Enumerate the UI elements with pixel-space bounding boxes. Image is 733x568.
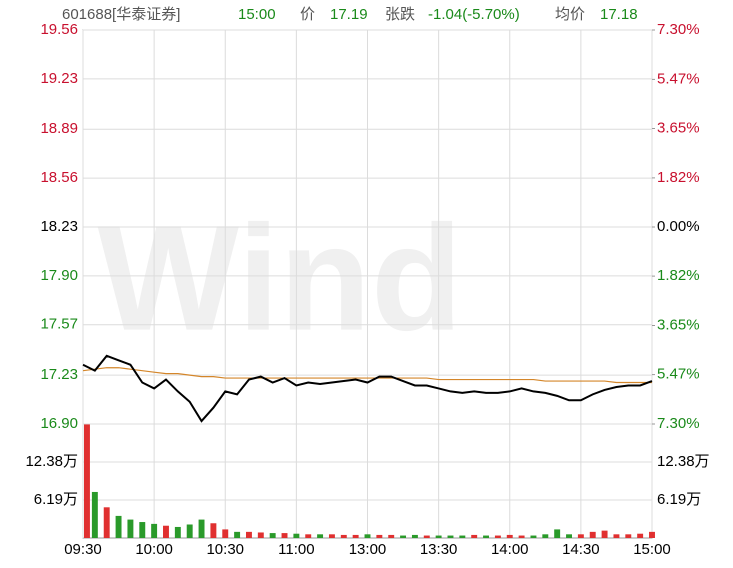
volume-bar [340,534,347,538]
volume-bar [186,524,193,538]
volume-bar [483,535,490,538]
volume-bar [625,534,632,538]
watermark: Wind [97,194,462,362]
y2-tick-label: 7.30% [657,21,700,38]
y2-tick-label: 0.00% [657,218,700,235]
time: 15:00 [238,6,276,23]
volume-bar [637,533,644,538]
y-tick-label: 17.23 [40,366,78,383]
y2-tick-label: 1.82% [657,169,700,186]
volume-bar [281,533,288,538]
volume-bar [542,534,549,538]
x-tick-label: 11:00 [278,541,314,558]
volume-bar [471,534,478,538]
price-line [82,354,653,423]
x-tick-label: 14:30 [562,541,600,558]
x-tick-label: 14:00 [491,541,529,558]
volume-bar [305,534,312,538]
volume-bar [210,523,217,538]
x-tick-label: 15:00 [633,541,671,558]
volume-bar [459,535,466,538]
volume-bar [234,531,241,538]
volume-bar [174,526,181,538]
volume-bar [388,534,395,538]
x-tick-label: 13:30 [420,541,458,558]
volume-bar [577,534,584,538]
volume-bar [506,534,513,538]
volume-bar [293,533,300,538]
x-tick-label: 09:30 [64,541,102,558]
x-tick-label: 10:30 [206,541,244,558]
volume-bar [127,519,134,538]
volume-tick-label: 12.38万 [25,453,78,470]
y-tick-label: 17.90 [40,267,78,284]
y2-tick-label: 1.82% [657,267,700,284]
volume-bar [151,523,158,538]
y2-tick-label: 3.65% [657,316,700,333]
y-tick-label: 18.89 [40,120,78,137]
volume-bar [115,515,122,538]
volume-bar [649,531,655,538]
volume-bar [269,533,276,538]
header: 601688[华泰证券] 15:00 价 17.19 张跌 -1.04(-5.7… [62,6,638,23]
y-tick-label: 19.23 [40,70,78,87]
y2-tick-label: 7.30% [657,415,700,432]
x-tick-label: 13:00 [349,541,387,558]
volume-tick-label: 6.19万 [34,491,78,508]
volume-bar [103,507,110,538]
volume-bar [222,529,229,538]
volume-bar [554,529,561,538]
price-label: 价 [300,6,315,23]
volume-bar [400,535,407,538]
volume-bar [601,530,608,538]
volume-bar [328,534,335,538]
price: 17.19 [330,6,368,23]
y2-tick-label: 3.65% [657,119,700,136]
change: -1.04(-5.70%) [428,6,520,23]
volume-bar [423,535,430,538]
volume-tick-label-right: 6.19万 [657,491,701,508]
volume-bar [84,424,90,538]
volume-bar [257,532,264,538]
y-tick-label: 16.90 [40,415,78,432]
change-label: 张跌 [385,6,415,23]
volume-bar [376,534,383,538]
volume-bar [447,535,454,538]
volume-bar [566,534,572,538]
volume-bar [494,535,501,538]
y-tick-label: 18.23 [40,218,78,235]
volume-bar [317,534,324,538]
volume-bar [245,531,252,538]
volume-bar [613,534,620,538]
volume-bar [139,522,146,538]
volume-bar [163,525,169,538]
volume-bar [352,534,359,538]
avg-label: 均价 [555,6,585,23]
y2-tick-label: 5.47% [657,70,700,87]
volume-tick-label-right: 12.38万 [657,453,710,470]
volume-bar [198,519,205,538]
stock-code: 601688[华泰证券] [62,6,180,23]
volume-bar [364,534,371,538]
y2-tick-label: 5.47% [657,366,700,383]
volume-bar [589,531,596,538]
x-tick-label: 10:00 [135,541,173,558]
volume-bar [530,535,537,538]
volume-bar [411,534,418,538]
volume-bar [518,535,525,538]
y-tick-label: 19.56 [40,21,78,38]
y-tick-label: 17.57 [40,316,78,333]
average-line [82,367,652,384]
avg-price: 17.18 [600,6,638,23]
volume-bar [435,535,442,538]
volume-bar [91,491,98,538]
y-tick-label: 18.56 [40,169,78,186]
